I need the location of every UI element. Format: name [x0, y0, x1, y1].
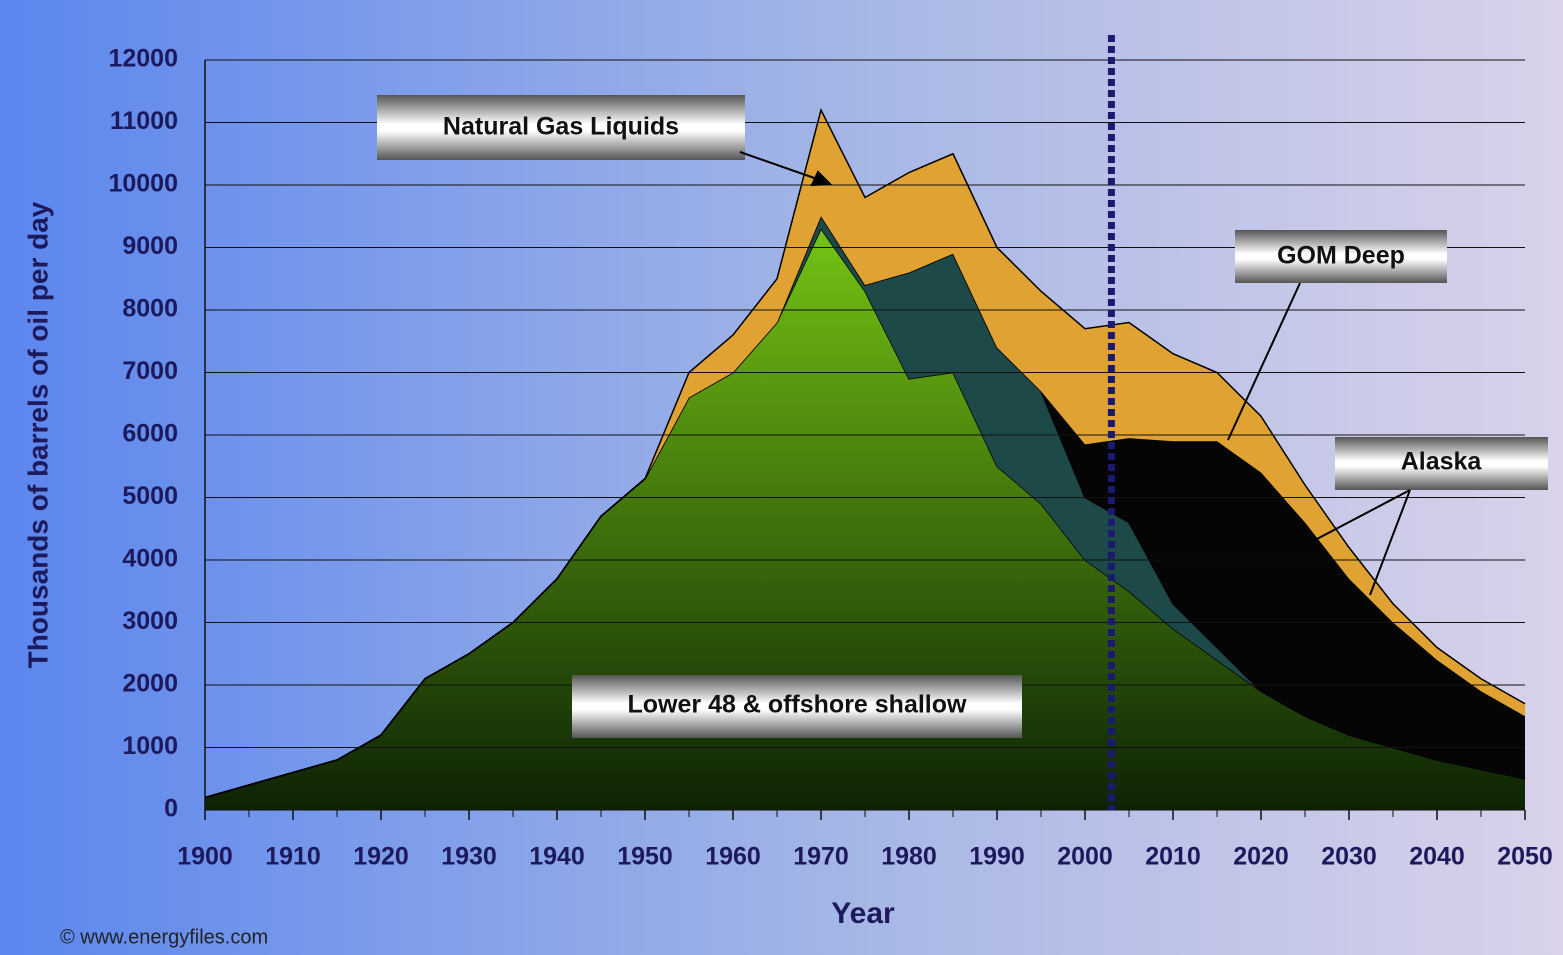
arrow [1369, 489, 1411, 596]
series-label: Natural Gas Liquids [443, 113, 679, 141]
y-tick-label: 5000 [122, 482, 178, 510]
x-tick-label: 2000 [1057, 843, 1113, 871]
x-tick-label: 2030 [1321, 843, 1377, 871]
x-tick-label: 1900 [177, 843, 233, 871]
area [205, 216, 1525, 798]
x-tick-label: 1920 [353, 843, 409, 871]
label-box [572, 675, 1022, 738]
x-tick-label: 2020 [1233, 843, 1289, 871]
y-tick-label: 4000 [122, 545, 178, 573]
x-tick-label: 1960 [705, 843, 761, 871]
x-axis-label: Year [831, 897, 895, 930]
source: © www.energyfiles.com [60, 926, 268, 948]
label-box [1235, 230, 1447, 283]
y-tick-label: 6000 [122, 420, 178, 448]
x-tick-label: 1940 [529, 843, 585, 871]
y-axis-label: Thousands of barrels of oil per day [22, 201, 53, 668]
y-tick-label: 3000 [122, 607, 178, 635]
x-tick-label: 1930 [441, 843, 497, 871]
y-tick-label: 0 [164, 795, 178, 823]
x-tick-label: 1970 [793, 843, 849, 871]
x-tick-label: 2010 [1145, 843, 1201, 871]
y-tick-label: 7000 [122, 357, 178, 385]
series-label: Alaska [1401, 448, 1483, 476]
arrow [1227, 282, 1301, 441]
x-tick-label: 1950 [617, 843, 673, 871]
area-edge [204, 107, 1526, 799]
y-tick-label: 2000 [122, 670, 178, 698]
series-label: Lower 48 & offshore shallow [628, 691, 968, 719]
x-tick-label: 1910 [265, 843, 321, 871]
arrow [1314, 489, 1411, 541]
x-tick-label: 1990 [969, 843, 1025, 871]
series-label: GOM Deep [1277, 242, 1405, 270]
arrow [739, 151, 821, 181]
y-tick-label: 10000 [108, 170, 178, 198]
y-tick-label: 12000 [108, 45, 178, 73]
y-tick-label: 9000 [122, 232, 178, 260]
y-tick-label: 11000 [110, 107, 178, 135]
x-tick-label: 2040 [1409, 843, 1465, 871]
arrow-head [810, 170, 833, 187]
x-tick-label: 2050 [1497, 843, 1553, 871]
y-tick-label: 8000 [122, 295, 178, 323]
label-box [377, 95, 745, 160]
y-tick-label: 1000 [122, 732, 178, 760]
area [205, 228, 1525, 810]
x-tick-label: 1980 [881, 843, 937, 871]
label-box [1335, 437, 1548, 490]
